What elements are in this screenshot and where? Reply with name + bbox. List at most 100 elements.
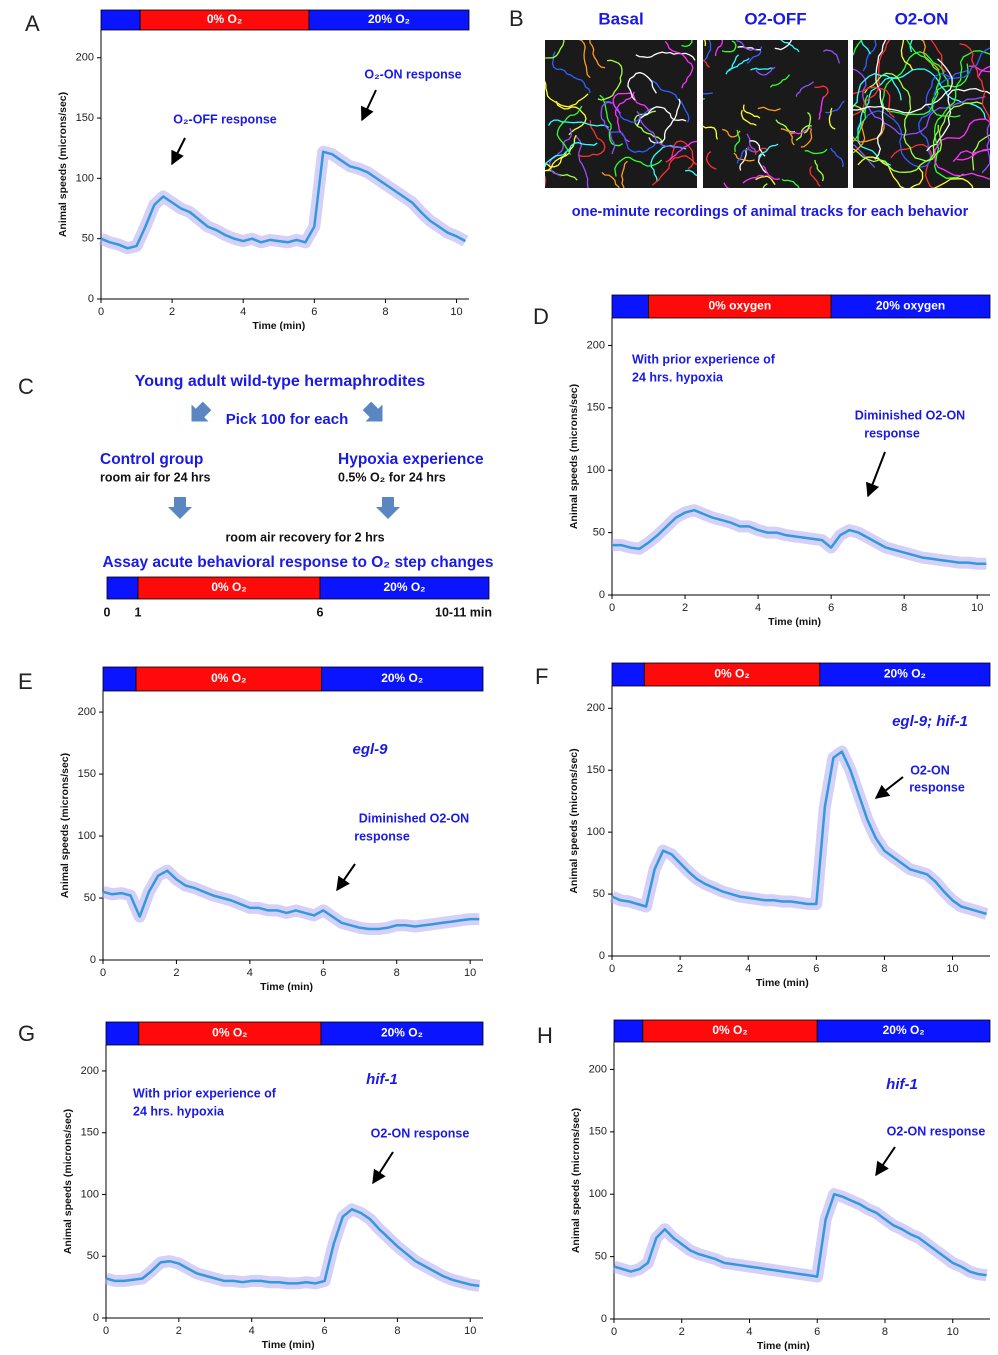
caption: one-minute recordings of animal tracks f… <box>572 204 969 220</box>
x-tick-label: 0 <box>609 602 615 614</box>
annotation: response <box>864 426 920 440</box>
y-tick-label: 0 <box>601 1313 607 1325</box>
phase-label: 0% O₂ <box>207 12 242 26</box>
y-tick-label: 0 <box>88 293 94 305</box>
x-tick-label: 8 <box>394 1325 400 1337</box>
x-tick-label: 10 <box>947 1326 959 1338</box>
x-tick-label: 8 <box>882 1326 888 1338</box>
annotation: With prior experience of <box>133 1086 277 1100</box>
phase-label: 0% O₂ <box>211 580 246 594</box>
x-tick-label: 10 <box>946 963 958 975</box>
x-tick-label: 10 <box>464 967 476 979</box>
annotation: Diminished O2-ON <box>855 408 965 422</box>
x-tick-label: 0 <box>609 963 615 975</box>
panel-letter: E <box>18 669 33 694</box>
x-tick-label: 4 <box>249 1325 255 1337</box>
y-tick-label: 100 <box>589 1188 607 1200</box>
annotation: 24 hrs. hypoxia <box>632 370 724 384</box>
y-tick-label: 0 <box>599 950 605 962</box>
panel-letter: G <box>18 1021 35 1046</box>
y-axis-label: Animal speeds (microns/sec) <box>568 384 580 529</box>
annotation: O₂-OFF response <box>173 112 277 126</box>
panel-letter: C <box>18 374 34 399</box>
phase-label: 0% oxygen <box>708 299 771 313</box>
annotation: O2-ON response <box>887 1124 986 1138</box>
annotation: O2-ON response <box>371 1126 470 1140</box>
protocol-step: Pick 100 for each <box>226 411 349 428</box>
timeline-label: 10-11 min <box>435 605 492 619</box>
genotype: hif-1 <box>366 1071 398 1088</box>
x-tick-label: 8 <box>901 602 907 614</box>
panel-letter: A <box>25 11 40 36</box>
panel-letter: B <box>509 6 524 31</box>
x-tick-label: 2 <box>679 1326 685 1338</box>
x-axis-label: Time (min) <box>262 1339 315 1351</box>
phase-label: 20% O₂ <box>381 1026 423 1040</box>
y-axis-label: Animal speeds (microns/sec) <box>568 748 580 893</box>
y-tick-label: 100 <box>587 464 605 476</box>
x-tick-label: 4 <box>755 602 761 614</box>
x-tick-label: 0 <box>98 306 104 318</box>
x-tick-label: 6 <box>311 306 317 318</box>
annotation: O₂-ON response <box>364 67 461 81</box>
phase-label: 0% O₂ <box>211 671 246 685</box>
phase-label: 0% O₂ <box>714 667 749 681</box>
group-name: Hypoxia experience <box>338 451 484 468</box>
x-tick-label: 10 <box>450 306 462 318</box>
y-tick-label: 50 <box>87 1250 99 1262</box>
panel-letter: F <box>535 664 548 689</box>
annotation: response <box>909 780 965 794</box>
y-tick-label: 100 <box>76 172 94 184</box>
x-axis-label: Time (min) <box>768 616 821 628</box>
annotation: With prior experience of <box>632 352 776 366</box>
y-tick-label: 200 <box>587 702 605 714</box>
column-header: O2-ON <box>895 9 949 28</box>
y-tick-label: 50 <box>593 527 605 539</box>
y-tick-label: 200 <box>76 52 94 64</box>
timeline-label: 6 <box>317 605 324 619</box>
y-tick-label: 200 <box>78 706 96 718</box>
y-tick-label: 200 <box>81 1065 99 1077</box>
track-image <box>545 40 697 188</box>
y-tick-label: 150 <box>81 1127 99 1139</box>
x-axis-label: Time (min) <box>756 977 809 989</box>
group-condition: 0.5% O₂ for 24 hrs <box>338 470 446 484</box>
y-tick-label: 100 <box>78 830 96 842</box>
y-tick-label: 0 <box>90 954 96 966</box>
x-tick-label: 4 <box>745 963 751 975</box>
x-tick-label: 6 <box>321 1325 327 1337</box>
phase-bar <box>614 1020 643 1042</box>
y-axis-label: Animal speeds (microns/sec) <box>59 753 71 898</box>
y-tick-label: 0 <box>599 589 605 601</box>
x-axis-label: Time (min) <box>252 320 305 332</box>
figure: A0% O₂20% O₂0501001502000246810Time (min… <box>0 0 998 1355</box>
y-tick-label: 150 <box>587 764 605 776</box>
x-axis-label: Time (min) <box>260 981 313 993</box>
x-tick-label: 0 <box>611 1326 617 1338</box>
x-tick-label: 8 <box>394 967 400 979</box>
annotation: Diminished O2-ON <box>359 811 469 825</box>
phase-bar <box>612 663 644 686</box>
protocol-step: room air recovery for 2 hrs <box>225 530 384 544</box>
y-tick-label: 150 <box>78 768 96 780</box>
phase-bar <box>612 295 649 318</box>
annotation: response <box>354 829 410 843</box>
y-tick-label: 50 <box>593 888 605 900</box>
x-tick-label: 2 <box>173 967 179 979</box>
y-tick-label: 200 <box>587 339 605 351</box>
genotype: egl-9 <box>352 741 388 758</box>
track-image <box>703 40 848 188</box>
phase-label: 20% O₂ <box>884 667 926 681</box>
phase-label: 0% O₂ <box>712 1023 747 1037</box>
x-tick-label: 4 <box>746 1326 752 1338</box>
y-tick-label: 200 <box>589 1063 607 1075</box>
x-tick-label: 2 <box>682 602 688 614</box>
y-tick-label: 150 <box>589 1126 607 1138</box>
y-tick-label: 50 <box>595 1251 607 1263</box>
y-tick-label: 150 <box>76 112 94 124</box>
x-tick-label: 0 <box>100 967 106 979</box>
y-axis-label: Animal speeds (microns/sec) <box>62 1109 74 1254</box>
x-tick-label: 6 <box>814 1326 820 1338</box>
y-tick-label: 0 <box>93 1312 99 1324</box>
x-tick-label: 2 <box>677 963 683 975</box>
